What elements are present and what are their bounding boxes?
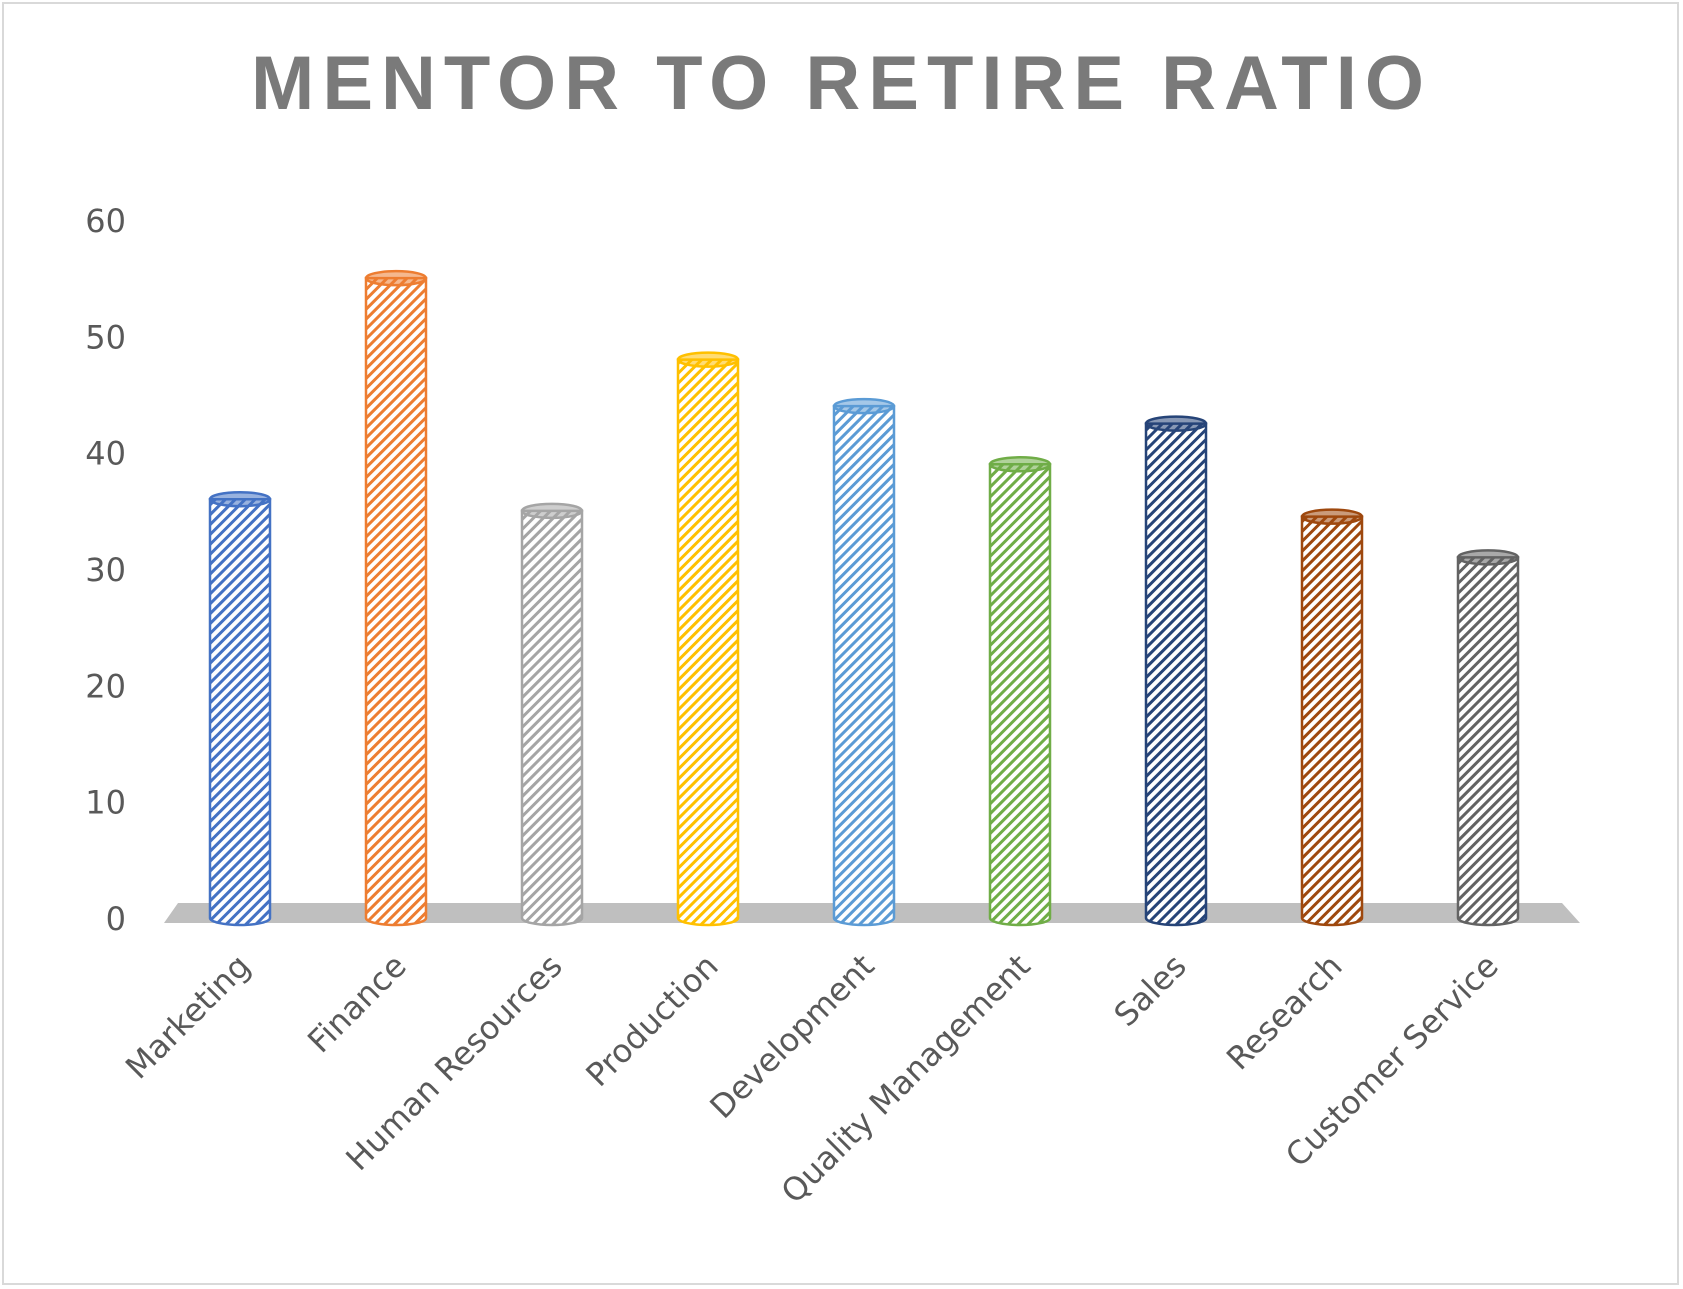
x-tick-label: Research bbox=[1219, 947, 1350, 1078]
x-tick-label: Quality Management bbox=[774, 947, 1038, 1211]
bar-body bbox=[208, 497, 272, 927]
bar-marketing bbox=[208, 490, 272, 927]
bar-top bbox=[676, 351, 740, 368]
bar-finance bbox=[364, 269, 428, 927]
x-tick-label: Finance bbox=[300, 947, 413, 1060]
bar-body bbox=[520, 509, 584, 927]
bars bbox=[208, 269, 1520, 927]
bar-sales bbox=[1144, 415, 1208, 927]
x-tick-label: Production bbox=[578, 947, 725, 1094]
bar-body bbox=[1300, 515, 1364, 927]
x-tick-label: Sales bbox=[1107, 947, 1194, 1034]
chart-title: MENTOR TO RETIRE RATIO bbox=[251, 41, 1432, 126]
bar-research bbox=[1300, 508, 1364, 927]
x-tick-label: Development bbox=[702, 947, 881, 1126]
bar-top bbox=[1456, 549, 1520, 566]
x-tick-label: Marketing bbox=[118, 947, 258, 1087]
bar-body bbox=[1144, 422, 1208, 927]
y-tick-label: 0 bbox=[106, 900, 126, 938]
bar-development bbox=[832, 397, 896, 927]
bar-top bbox=[208, 490, 272, 508]
y-tick-label: 40 bbox=[85, 435, 126, 473]
bar-body bbox=[832, 404, 896, 927]
y-tick-label: 10 bbox=[85, 784, 126, 822]
y-tick-label: 20 bbox=[85, 667, 126, 705]
bar-top bbox=[520, 502, 584, 520]
bar-body bbox=[988, 463, 1052, 927]
bar-body bbox=[364, 276, 428, 927]
bar-top bbox=[988, 456, 1052, 473]
y-tick-label: 30 bbox=[85, 551, 126, 589]
bar-top bbox=[1300, 508, 1364, 525]
bar-top bbox=[364, 269, 428, 287]
bar-human-resources bbox=[520, 502, 584, 927]
bar-body bbox=[676, 358, 740, 927]
bar-production bbox=[676, 351, 740, 927]
bar-top bbox=[832, 397, 896, 415]
y-tick-label: 50 bbox=[85, 318, 126, 356]
bar-body bbox=[1456, 556, 1520, 927]
bar-quality-management bbox=[988, 456, 1052, 927]
y-tick-label: 60 bbox=[85, 202, 126, 240]
bar-customer-service bbox=[1456, 549, 1520, 927]
y-axis: 0 10 20 30 40 50 60 bbox=[85, 202, 126, 938]
bar-top bbox=[1144, 415, 1208, 432]
